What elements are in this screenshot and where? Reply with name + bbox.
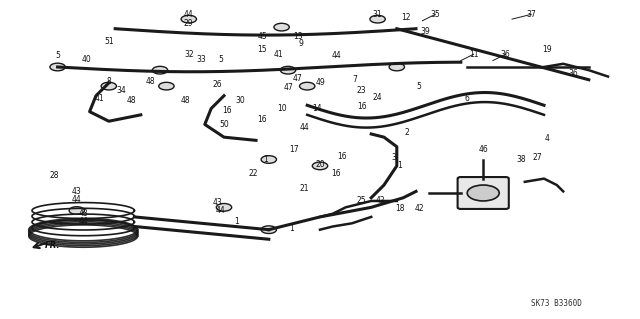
Text: 26: 26 [212, 80, 223, 89]
Text: 6: 6 [465, 94, 470, 103]
Text: 4: 4 [545, 134, 550, 143]
Text: 38: 38 [516, 155, 527, 164]
Text: 50: 50 [219, 120, 229, 129]
Text: 15: 15 [257, 45, 268, 54]
Text: 30: 30 [235, 96, 245, 105]
Text: 5: 5 [417, 82, 422, 91]
Text: 33: 33 [196, 55, 207, 63]
Text: 42: 42 [376, 197, 386, 205]
Text: 34: 34 [116, 86, 127, 95]
Text: 11: 11 [469, 50, 478, 59]
Text: 18: 18 [396, 204, 404, 213]
Text: 40: 40 [81, 55, 92, 63]
Text: 43: 43 [72, 187, 82, 196]
Text: 48: 48 [126, 96, 136, 105]
Text: 31: 31 [372, 10, 383, 19]
Text: 16: 16 [337, 152, 348, 161]
Text: 39: 39 [420, 27, 431, 36]
Text: SK73 B3360D: SK73 B3360D [531, 299, 582, 308]
Circle shape [274, 23, 289, 31]
Text: 45: 45 [257, 32, 268, 41]
Circle shape [300, 82, 315, 90]
Text: 24: 24 [372, 93, 383, 102]
Text: 42: 42 [414, 204, 424, 213]
Circle shape [467, 185, 499, 201]
Text: 20: 20 [315, 160, 325, 169]
Text: 13: 13 [292, 32, 303, 41]
Text: 36: 36 [500, 50, 511, 59]
Circle shape [389, 63, 404, 71]
Text: 29: 29 [184, 19, 194, 28]
Text: 35: 35 [430, 10, 440, 19]
Text: FR.: FR. [45, 241, 60, 250]
Text: 1: 1 [397, 161, 403, 170]
Text: 16: 16 [356, 102, 367, 111]
Text: 5: 5 [218, 55, 223, 63]
Text: 44: 44 [299, 123, 309, 132]
Text: 47: 47 [283, 83, 293, 92]
Text: 19: 19 [542, 45, 552, 54]
FancyBboxPatch shape [458, 177, 509, 209]
Circle shape [261, 226, 276, 234]
Text: 36: 36 [568, 69, 578, 78]
Circle shape [101, 82, 116, 90]
Text: 16: 16 [257, 115, 268, 124]
Circle shape [370, 15, 385, 23]
Text: 1: 1 [263, 155, 268, 164]
Text: 43: 43 [78, 209, 88, 218]
Text: 27: 27 [532, 153, 543, 162]
Text: 44: 44 [72, 195, 82, 204]
Circle shape [181, 15, 196, 23]
Text: 49: 49 [315, 78, 325, 87]
Text: 21: 21 [300, 184, 308, 193]
Text: 10: 10 [276, 104, 287, 113]
Text: 44: 44 [78, 217, 88, 226]
Circle shape [312, 162, 328, 170]
Circle shape [152, 66, 168, 74]
Text: 37: 37 [526, 10, 536, 19]
Text: 25: 25 [356, 197, 367, 205]
Text: 44: 44 [184, 10, 194, 19]
Circle shape [216, 204, 232, 211]
Text: 44: 44 [331, 51, 341, 60]
Circle shape [261, 156, 276, 163]
Text: 5: 5 [55, 51, 60, 60]
Text: 28: 28 [50, 171, 59, 180]
Text: 14: 14 [312, 104, 322, 113]
Text: 44: 44 [216, 206, 226, 215]
Circle shape [69, 207, 84, 214]
Text: 23: 23 [356, 86, 367, 95]
Text: 47: 47 [292, 74, 303, 83]
Circle shape [50, 63, 65, 71]
Text: 3: 3 [391, 153, 396, 162]
Text: 1: 1 [289, 224, 294, 233]
Text: 51: 51 [104, 37, 114, 46]
Text: 41: 41 [273, 50, 284, 59]
Text: 48: 48 [180, 96, 191, 105]
Text: 22: 22 [248, 169, 257, 178]
Text: 2: 2 [404, 128, 409, 137]
Text: 43: 43 [212, 198, 223, 207]
Text: 16: 16 [331, 169, 341, 178]
Text: 32: 32 [184, 50, 194, 59]
Text: 16: 16 [222, 106, 232, 115]
Circle shape [280, 66, 296, 74]
Text: 12: 12 [402, 13, 411, 22]
Text: 8: 8 [106, 77, 111, 86]
Text: 41: 41 [94, 94, 104, 103]
Text: 17: 17 [289, 145, 300, 154]
Text: 48: 48 [145, 77, 156, 86]
Text: 1: 1 [234, 217, 239, 226]
Text: 9: 9 [298, 39, 303, 48]
Circle shape [159, 82, 174, 90]
Text: 7: 7 [353, 75, 358, 84]
Text: 46: 46 [478, 145, 488, 154]
